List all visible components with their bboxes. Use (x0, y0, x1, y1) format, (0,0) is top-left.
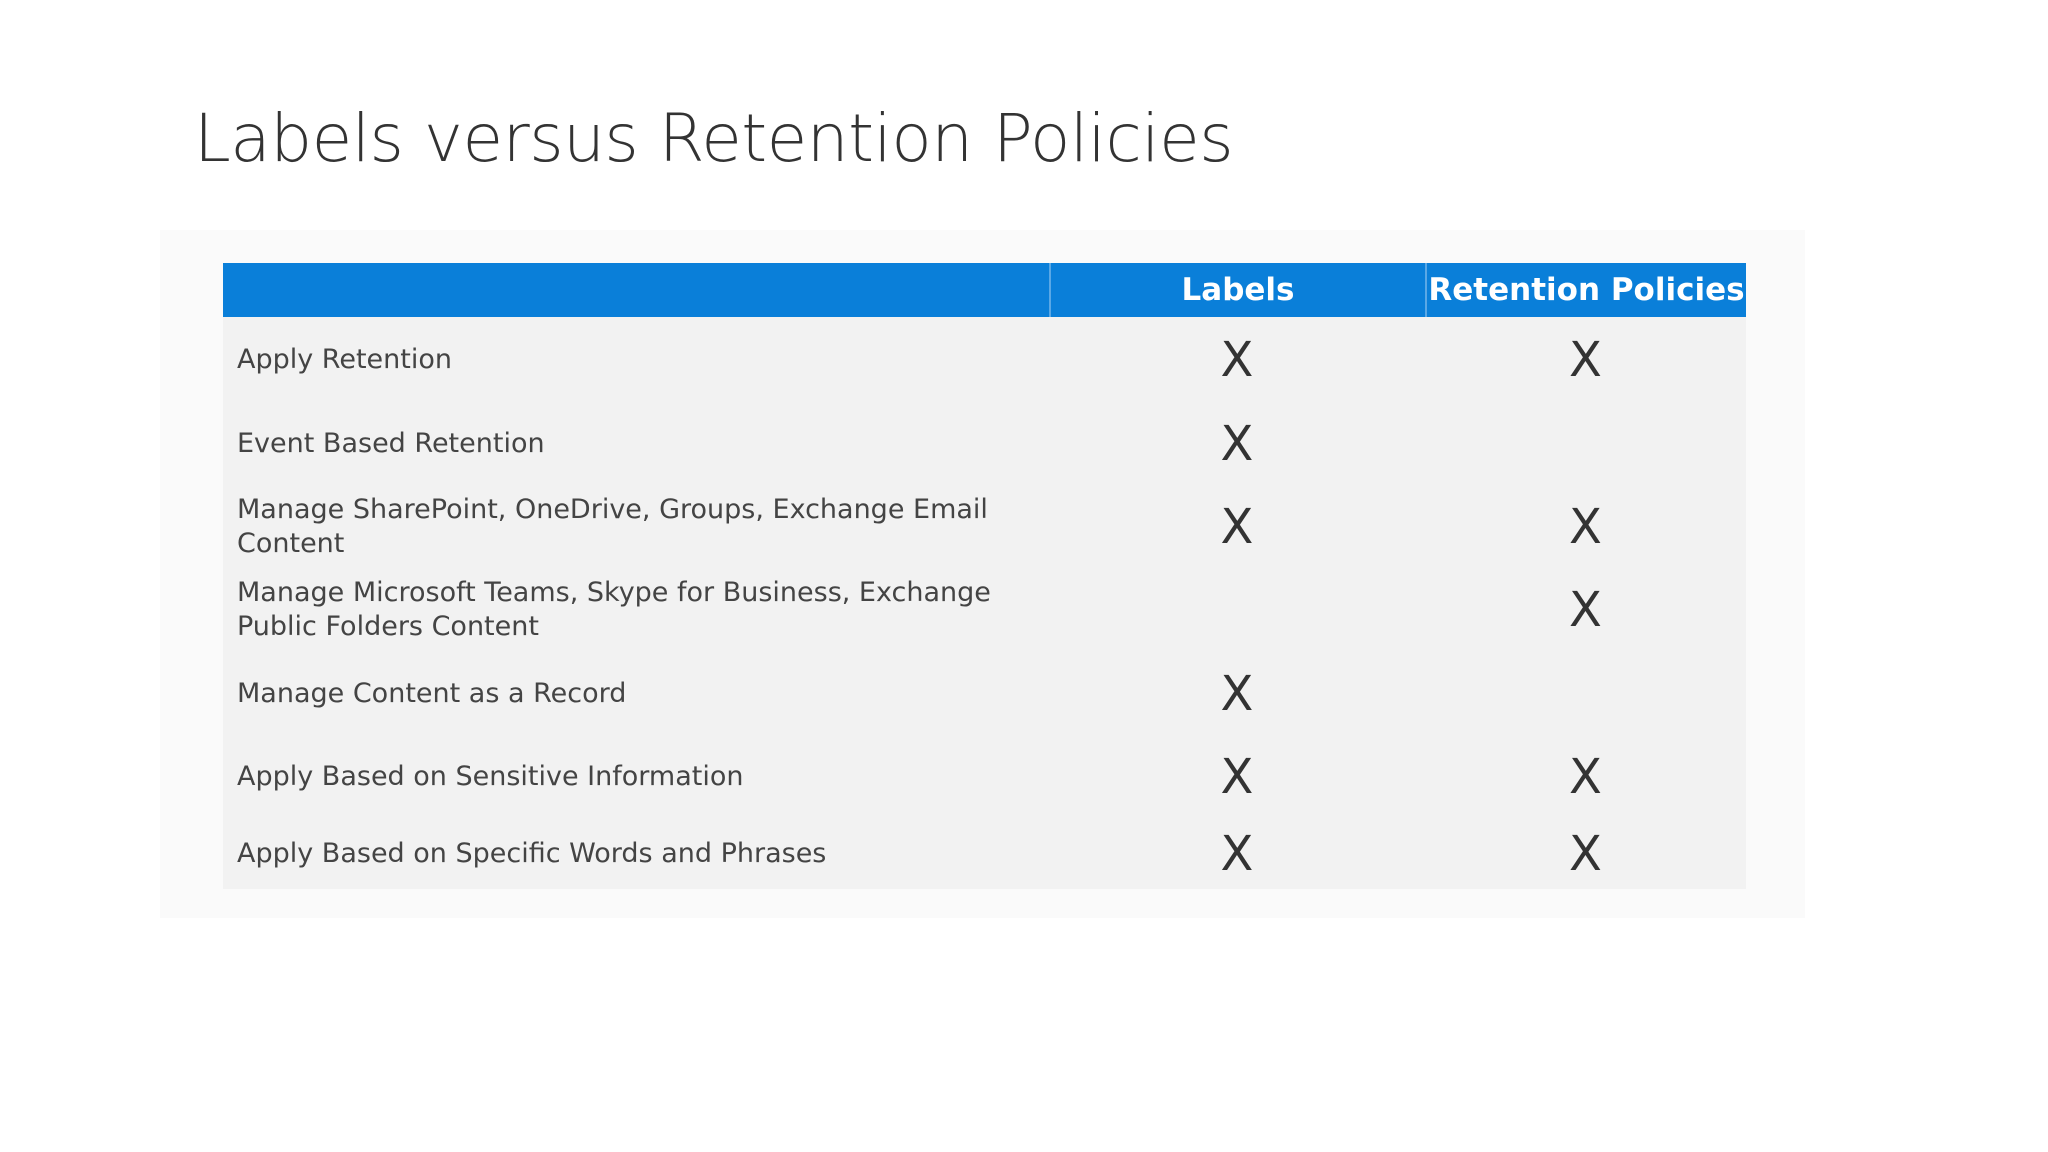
check-mark: X (1220, 499, 1254, 555)
table-row: Apply Retention X X (223, 317, 1746, 402)
check-mark: X (1569, 499, 1602, 555)
row-label: Manage SharePoint, OneDrive, Groups, Exc… (237, 494, 988, 559)
row-label: Apply Based on Sensitive Information (237, 761, 744, 792)
header-cell (223, 263, 1049, 317)
check-mark: X (1569, 826, 1602, 882)
check-mark: X (1220, 416, 1254, 472)
table-row: Apply Based on Specific Words and Phrase… (223, 819, 1746, 889)
header-cell: Retention Policies (1425, 263, 1746, 317)
table-row: Manage Microsoft Teams, Skype for Busine… (223, 568, 1746, 652)
check-mark: X (1220, 665, 1254, 722)
check-mark: X (1569, 749, 1602, 805)
table-row: Apply Based on Sensitive Information X X (223, 735, 1746, 819)
check-mark: X (1569, 331, 1602, 388)
table-row: Manage Content as a Record X (223, 652, 1746, 735)
check-mark: X (1220, 749, 1254, 805)
row-label: Manage Microsoft Teams, Skype for Busine… (237, 577, 991, 642)
slide-title: Labels versus Retention Policies (194, 100, 1234, 177)
row-label: Apply Retention (237, 343, 452, 375)
row-label: Manage Content as a Record (237, 677, 627, 709)
check-mark: X (1569, 582, 1602, 638)
row-label: Event Based Retention (237, 428, 545, 459)
header-cell: Labels (1049, 263, 1425, 317)
check-mark: X (1220, 331, 1254, 388)
check-mark: X (1220, 826, 1254, 882)
row-label: Apply Based on Specific Words and Phrase… (237, 838, 827, 869)
table-row: Event Based Retention X (223, 402, 1746, 486)
table-row: Manage SharePoint, OneDrive, Groups, Exc… (223, 486, 1746, 568)
